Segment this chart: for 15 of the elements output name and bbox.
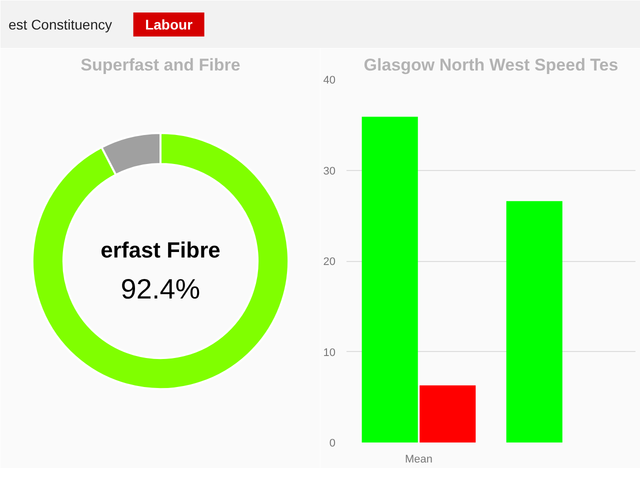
bar bbox=[420, 385, 476, 442]
y-tick-label: 10 bbox=[323, 346, 336, 359]
chart-title: Superfast and Fibre bbox=[80, 56, 240, 74]
chart-title: Glasgow North West Speed Tes bbox=[364, 56, 618, 74]
slice-label: erfast Fibre bbox=[100, 237, 220, 262]
x-tick-label: Mean bbox=[404, 454, 433, 466]
y-tick-label: 20 bbox=[323, 256, 336, 268]
y-tick-label: 0 bbox=[329, 438, 336, 450]
text: Labour bbox=[145, 16, 194, 32]
y-tick-label: 30 bbox=[323, 165, 336, 178]
bar bbox=[362, 116, 418, 442]
y-tick-label: 40 bbox=[323, 74, 336, 86]
text: est Constituency bbox=[8, 16, 112, 32]
bar bbox=[506, 201, 562, 442]
data-label: 92.4% bbox=[120, 273, 200, 304]
